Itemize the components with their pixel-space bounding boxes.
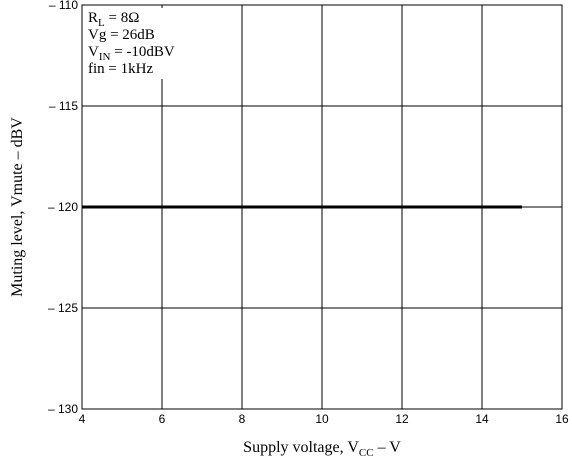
x-tick-label: 16 (555, 412, 569, 426)
x-axis-title-unit: – V (374, 439, 402, 456)
x-tick-label: 10 (315, 412, 329, 426)
x-tick-label: 4 (79, 412, 86, 426)
x-axis-title-sub: CC (359, 447, 374, 459)
y-tick-label: – 125 (48, 301, 78, 315)
condition-rest: = 8Ω (105, 10, 140, 26)
condition-main: Vg = 26dB (88, 27, 155, 43)
condition-line: Vg = 26dB (88, 27, 155, 43)
x-axis-title: Supply voltage, VCC – V (243, 439, 401, 459)
condition-sub: L (98, 17, 105, 29)
y-tick-label: – 115 (49, 99, 78, 113)
y-tick-label: – 120 (48, 200, 78, 214)
condition-line: RL = 8Ω (88, 10, 139, 29)
x-tick-label: 6 (159, 412, 166, 426)
condition-rest: = -10dBV (110, 44, 174, 60)
x-axis-ticks: 4 6 8 10 12 14 16 (79, 412, 569, 426)
condition-main: R (88, 10, 98, 26)
conditions-background (85, 8, 178, 79)
y-tick-label: – 110 (49, 0, 78, 12)
x-tick-label: 8 (239, 412, 246, 426)
condition-main: V (88, 44, 99, 60)
y-tick-label: – 130 (48, 402, 78, 416)
condition-line: VIN = -10dBV (88, 44, 175, 63)
x-tick-label: 14 (475, 412, 489, 426)
x-tick-label: 12 (395, 412, 409, 426)
condition-sub: IN (99, 51, 111, 63)
condition-line: fin = 1kHz (88, 61, 153, 77)
x-axis-title-main: Supply voltage, V (243, 439, 359, 456)
y-axis-ticks: – 110 – 115 – 120 – 125 – 130 (48, 0, 78, 416)
y-axis-title: Muting level, Vmute – dBV (9, 117, 26, 297)
condition-main: fin = 1kHz (88, 61, 153, 77)
